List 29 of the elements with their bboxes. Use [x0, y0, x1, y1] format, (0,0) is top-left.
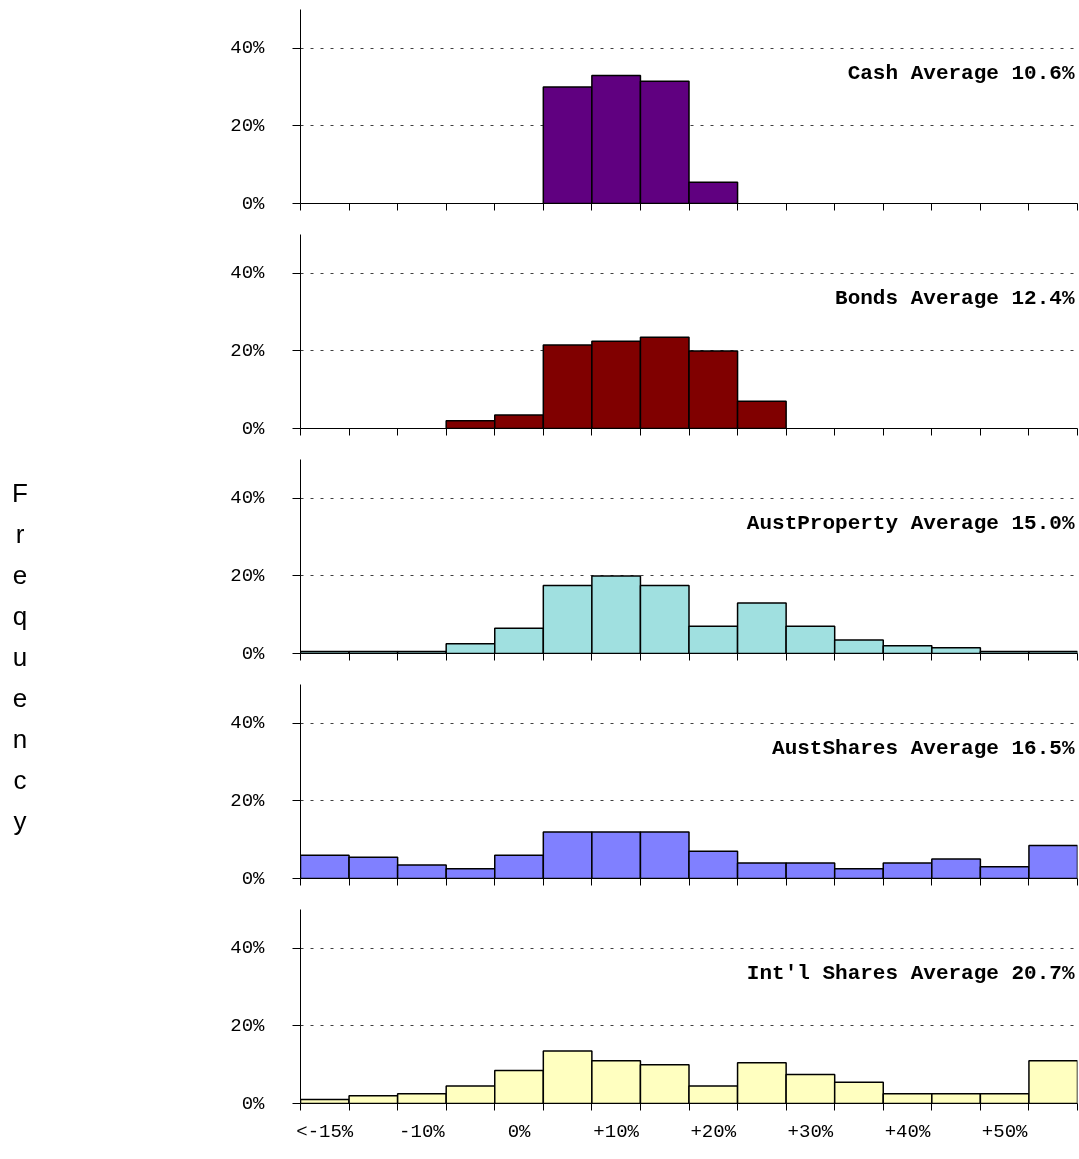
y-tick-label: 0%: [241, 417, 266, 440]
text: Bonds Average 12.4%: [835, 287, 1075, 311]
y-tick-label: 0%: [241, 192, 266, 215]
text: AustProperty Average 15.0%: [746, 512, 1075, 536]
y-tick-label: 20%: [230, 339, 266, 362]
y-tick-label: 40%: [230, 712, 266, 735]
x-tick-label: +10%: [593, 1120, 640, 1143]
x-tick-label: +40%: [884, 1120, 931, 1143]
y-tick-label: 0%: [241, 642, 266, 665]
x-tick-label: +20%: [690, 1120, 737, 1143]
x-tick-label: 0%: [507, 1120, 532, 1143]
y-tick-label: 40%: [230, 37, 266, 60]
y-tick-label: 20%: [230, 114, 266, 137]
x-tick-label: -10%: [399, 1120, 446, 1143]
y-tick-label: 40%: [230, 487, 266, 510]
y-tick-label: 20%: [230, 1014, 266, 1037]
x-tick-label: +30%: [787, 1120, 834, 1143]
x-tick-label: +50%: [981, 1120, 1029, 1143]
y-tick-label: 20%: [230, 789, 266, 812]
y-tick-label: 0%: [241, 867, 266, 890]
y-tick-label: 0%: [241, 1092, 266, 1115]
text: AustShares Average 16.5%: [772, 737, 1075, 761]
x-tick-label: <-15%: [296, 1120, 354, 1143]
y-tick-label: 40%: [230, 262, 266, 285]
text: Cash Average 10.6%: [847, 62, 1075, 86]
y-axis-title: Frequency: [5, 478, 35, 847]
y-tick-label: 20%: [230, 564, 266, 587]
text: Int'l Shares Average 20.7%: [746, 962, 1075, 986]
y-tick-label: 40%: [230, 937, 266, 960]
